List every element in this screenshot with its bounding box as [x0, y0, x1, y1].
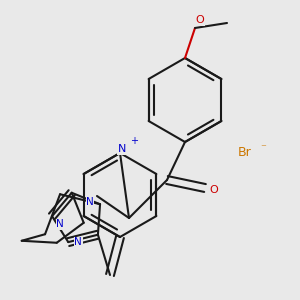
- Text: N: N: [86, 197, 94, 207]
- Text: N: N: [74, 237, 82, 247]
- Text: +: +: [130, 136, 138, 146]
- Text: O: O: [210, 185, 218, 195]
- Text: N: N: [56, 219, 64, 229]
- Text: N: N: [118, 144, 126, 154]
- Text: O: O: [196, 15, 204, 25]
- Text: Br: Br: [238, 146, 252, 158]
- Text: ⁻: ⁻: [260, 143, 266, 153]
